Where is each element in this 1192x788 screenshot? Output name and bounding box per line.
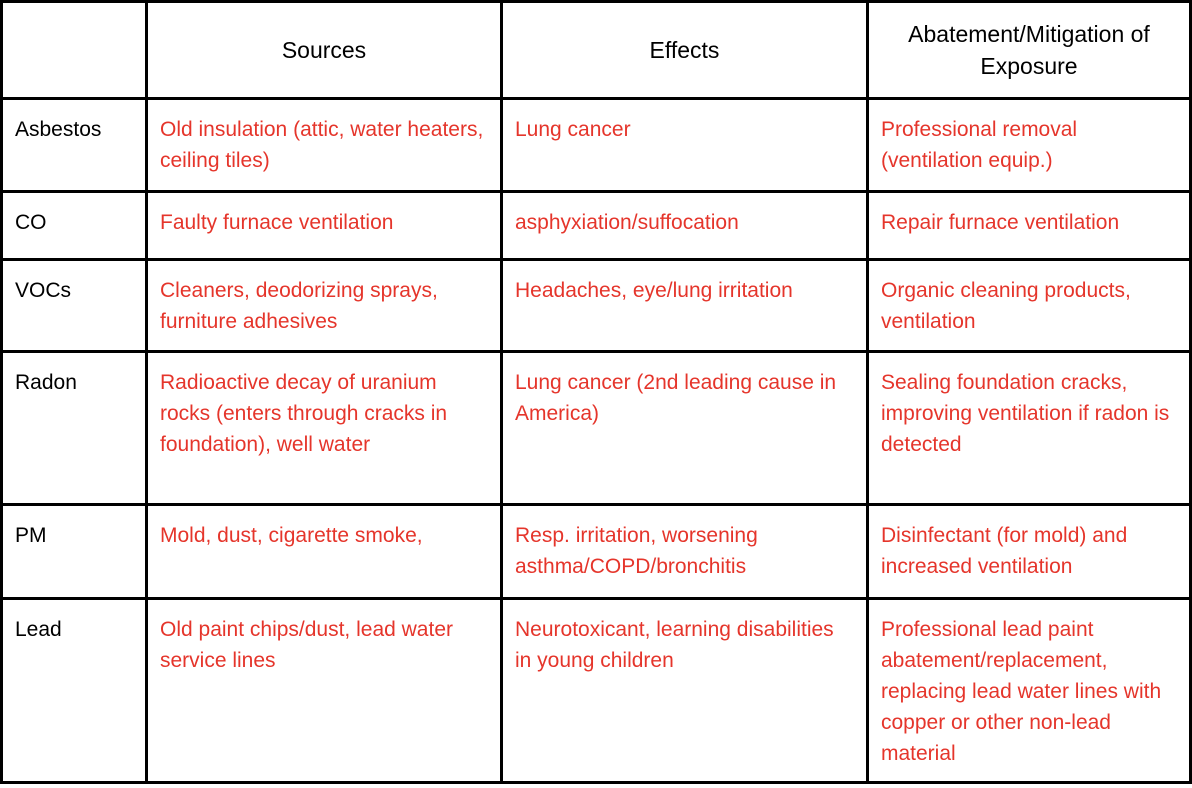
table-row-pm: PM Mold, dust, cigarette smoke, Resp. ir… — [0, 503, 1192, 600]
sources-cell: Faulty furnace ventilation — [145, 190, 503, 261]
pollutant-name-cell: Lead — [0, 597, 148, 784]
abatement-cell: Professional lead paint abatement/replac… — [866, 597, 1192, 784]
abatement-cell: Organic cleaning products, ventilation — [866, 258, 1192, 353]
header-pollutant — [0, 0, 148, 100]
sources-cell: Mold, dust, cigarette smoke, — [145, 503, 503, 600]
table-row-vocs: VOCs Cleaners, deodorizing sprays, furni… — [0, 258, 1192, 353]
effects-cell: Lung cancer — [500, 97, 869, 193]
header-row: Sources Effects Abatement/Mitigation of … — [0, 0, 1192, 100]
table-row-lead: Lead Old paint chips/dust, lead water se… — [0, 597, 1192, 784]
abatement-cell: Repair furnace ventilation — [866, 190, 1192, 261]
abatement-cell: Disinfectant (for mold) and increased ve… — [866, 503, 1192, 600]
pollutant-name-cell: PM — [0, 503, 148, 600]
sources-cell: Radioactive decay of uranium rocks (ente… — [145, 350, 503, 506]
pollutant-name-cell: Radon — [0, 350, 148, 506]
sources-cell: Old paint chips/dust, lead water service… — [145, 597, 503, 784]
abatement-cell: Professional removal (ventilation equip.… — [866, 97, 1192, 193]
header-sources: Sources — [145, 0, 503, 100]
header-abatement: Abatement/Mitigation of Exposure — [866, 0, 1192, 100]
effects-cell: Resp. irritation, worsening asthma/COPD/… — [500, 503, 869, 600]
pollutant-name-cell: CO — [0, 190, 148, 261]
effects-cell: asphyxiation/suffocation — [500, 190, 869, 261]
abatement-cell: Sealing foundation cracks, improving ven… — [866, 350, 1192, 506]
table-row-radon: Radon Radioactive decay of uranium rocks… — [0, 350, 1192, 506]
table-row-co: CO Faulty furnace ventilation asphyxiati… — [0, 190, 1192, 261]
effects-cell: Neurotoxicant, learning disabilities in … — [500, 597, 869, 784]
sources-cell: Cleaners, deodorizing sprays, furniture … — [145, 258, 503, 353]
effects-cell: Headaches, eye/lung irritation — [500, 258, 869, 353]
effects-cell: Lung cancer (2nd leading cause in Americ… — [500, 350, 869, 506]
sources-cell: Old insulation (attic, water heaters, ce… — [145, 97, 503, 193]
header-effects: Effects — [500, 0, 869, 100]
pollutant-name-cell: Asbestos — [0, 97, 148, 193]
pollutant-name-cell: VOCs — [0, 258, 148, 353]
table-row-asbestos: Asbestos Old insulation (attic, water he… — [0, 97, 1192, 193]
